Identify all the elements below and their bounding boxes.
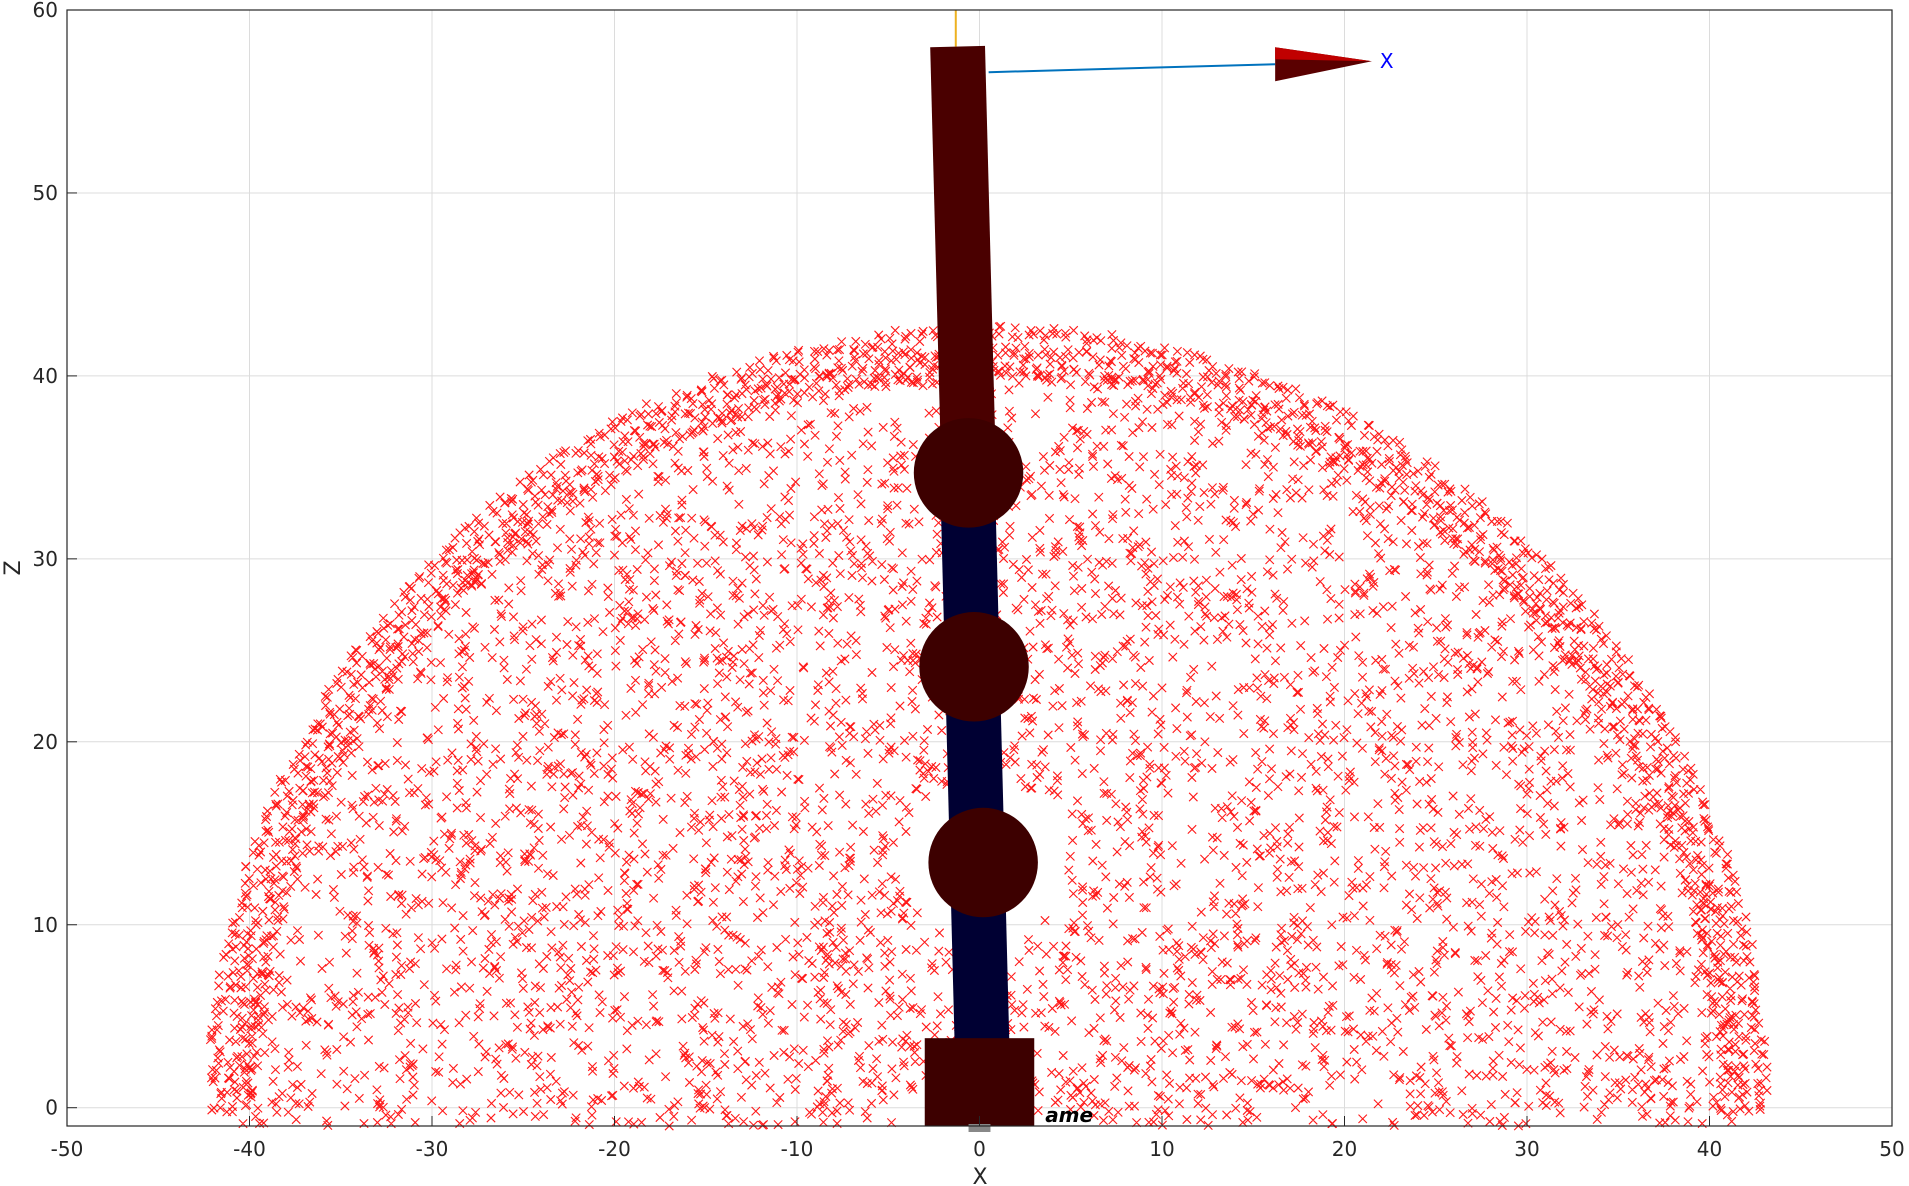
x-tick-label: -10	[781, 1137, 814, 1161]
robot-lower-link	[939, 448, 1011, 1091]
x-tick-label: -40	[233, 1137, 266, 1161]
y-tick-label: 40	[33, 364, 58, 388]
y-axis-ticks: 0 10 20 30 40 50 60	[33, 0, 77, 1120]
x-tick-label: -30	[416, 1137, 449, 1161]
robot-joint	[928, 807, 1038, 918]
x-axis-ticks: -50 -40 -30 -20 -10 0 10 20 30 40 50	[51, 1116, 1905, 1161]
y-tick-label: 0	[45, 1096, 58, 1120]
y-tick-label: 10	[33, 913, 58, 937]
x-tick-label: 50	[1879, 1137, 1904, 1161]
x-tick-label: 0	[973, 1137, 986, 1161]
base-label: ame	[1045, 1103, 1093, 1127]
scatter-x-markers	[205, 321, 1772, 1131]
y-tick-label: 30	[33, 547, 58, 571]
frame-x-arrow-highlight	[1275, 47, 1372, 62]
y-tick-label: 20	[33, 730, 58, 754]
robot-upper-link	[930, 45, 996, 469]
y-axis-label: Z	[1, 560, 26, 575]
frame-x-axis-line	[988, 63, 1276, 74]
x-axis-label: X	[972, 1165, 987, 1186]
scatter-points-series	[205, 321, 1772, 1131]
x-tick-label: 40	[1697, 1137, 1722, 1161]
x-tick-label: 30	[1514, 1137, 1539, 1161]
y-tick-label: 60	[33, 0, 58, 22]
x-tick-label: -50	[51, 1137, 84, 1161]
frame-x-axis-label: X	[1380, 49, 1394, 73]
robot-joint	[913, 418, 1024, 528]
robot-arm: ame X	[913, 10, 1394, 1132]
x-tick-label: 20	[1332, 1137, 1357, 1161]
x-tick-label: 10	[1149, 1137, 1174, 1161]
robot-joint	[919, 612, 1029, 722]
robot-base	[924, 1038, 1035, 1126]
x-tick-label: -20	[598, 1137, 631, 1161]
robot-base-pedestal	[968, 1124, 991, 1132]
y-tick-label: 50	[33, 181, 58, 205]
